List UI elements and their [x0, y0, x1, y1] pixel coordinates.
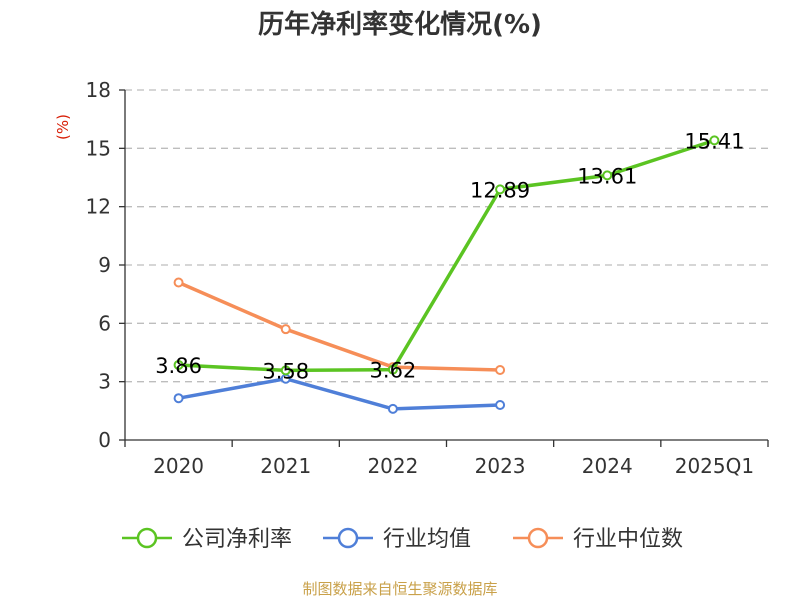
- data-point: [495, 184, 506, 195]
- series-line: [178, 138, 715, 373]
- x-tick-label: 2023: [475, 454, 526, 478]
- legend-item: 行业中位数: [513, 527, 683, 552]
- x-tick-label: 2024: [582, 454, 633, 478]
- data-label: 3.62: [370, 359, 417, 383]
- series: [173, 135, 720, 414]
- legend-marker: [136, 527, 158, 549]
- data-point: [387, 364, 398, 375]
- data-point: [280, 324, 291, 335]
- data-label: 12.89: [470, 178, 530, 202]
- y-tick-label: 6: [98, 311, 111, 335]
- legend: 公司净利率 行业均值 行业中位数: [122, 527, 683, 552]
- series-line: [178, 377, 501, 411]
- data-point: [495, 400, 506, 410]
- x-tick-label: 2020: [153, 454, 204, 478]
- data-labels: 3.86 3.58 3.62 12.89 13.61 15.41: [155, 129, 744, 383]
- legend-item: 公司净利率: [122, 527, 292, 552]
- data-point: [173, 393, 184, 404]
- x-tick-label: 2021: [260, 454, 311, 478]
- data-point: [602, 170, 613, 181]
- y-tick-label: 9: [98, 253, 111, 277]
- chart-title: 历年净利率变化情况(%): [258, 10, 542, 40]
- data-point: [387, 403, 398, 414]
- legend-label: 公司净利率: [182, 527, 292, 552]
- data-point: [280, 365, 291, 376]
- legend-item: 行业均值: [323, 527, 471, 552]
- grid-lines: [125, 89, 768, 383]
- data-point: [173, 359, 184, 370]
- x-tick-label: 2025Q1: [675, 454, 754, 478]
- legend-label: 行业均值: [383, 527, 471, 552]
- y-tick-label: 18: [86, 78, 111, 102]
- y-unit-label: (%): [54, 114, 72, 140]
- y-tick-label: 0: [98, 428, 111, 452]
- y-tick-label: 15: [86, 136, 111, 160]
- data-label: 3.86: [155, 354, 202, 378]
- data-point: [173, 277, 184, 288]
- legend-marker: [527, 527, 549, 549]
- legend-marker: [337, 527, 359, 549]
- y-tick-label: 3: [98, 370, 111, 394]
- data-point: [495, 365, 506, 375]
- data-point: [709, 135, 720, 146]
- series-line: [177, 280, 501, 372]
- legend-label: 行业中位数: [573, 527, 683, 552]
- source-note: 制图数据来自恒生聚源数据库: [302, 580, 498, 598]
- data-label: 13.61: [577, 164, 637, 188]
- data-label: 3.58: [262, 359, 309, 383]
- x-tick-label: 2022: [367, 454, 418, 478]
- data-label: 15.41: [684, 129, 744, 153]
- y-tick-label: 12: [86, 195, 111, 219]
- axes: 0 3 6 9 12 15 18 2020 2021 2022 2023 2024 2025Q1 (%): [54, 78, 769, 478]
